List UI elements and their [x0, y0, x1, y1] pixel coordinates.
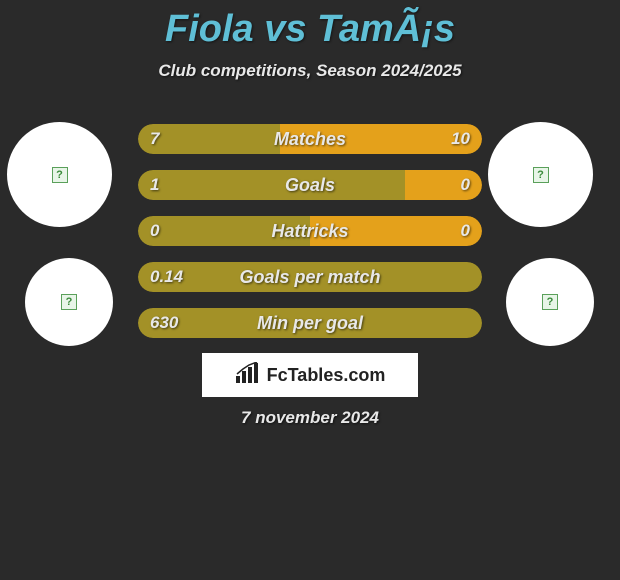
- branding-text: FcTables.com: [267, 365, 386, 386]
- stat-bar-right: [310, 216, 482, 246]
- stat-bar-right: [405, 170, 482, 200]
- stat-bar-left: [138, 262, 482, 292]
- team-right-badge: [506, 258, 594, 346]
- page-subtitle: Club competitions, Season 2024/2025: [0, 61, 620, 81]
- team-left-badge: [25, 258, 113, 346]
- comparison-bars: Matches710 Goals10 Hattricks00 Goals per ma…: [138, 124, 482, 354]
- player-left-avatar: [7, 122, 112, 227]
- stat-bar-left: [138, 308, 482, 338]
- stat-row: Min per goal630: [138, 308, 482, 338]
- image-placeholder-icon: [61, 294, 77, 310]
- stat-row: Goals10: [138, 170, 482, 200]
- stat-bar-left: [138, 216, 310, 246]
- stat-bar-left: [138, 124, 280, 154]
- player-right-avatar: [488, 122, 593, 227]
- bar-chart-icon: [235, 362, 261, 389]
- date-stamp: 7 november 2024: [0, 408, 620, 428]
- stat-row: Hattricks00: [138, 216, 482, 246]
- image-placeholder-icon: [52, 167, 68, 183]
- stat-row: Matches710: [138, 124, 482, 154]
- image-placeholder-icon: [533, 167, 549, 183]
- stat-bar-right: [280, 124, 482, 154]
- image-placeholder-icon: [542, 294, 558, 310]
- branding-box: FcTables.com: [202, 353, 418, 397]
- stat-row: Goals per match0.14: [138, 262, 482, 292]
- page-title: Fiola vs TamÃ¡s: [0, 0, 620, 51]
- stat-bar-left: [138, 170, 405, 200]
